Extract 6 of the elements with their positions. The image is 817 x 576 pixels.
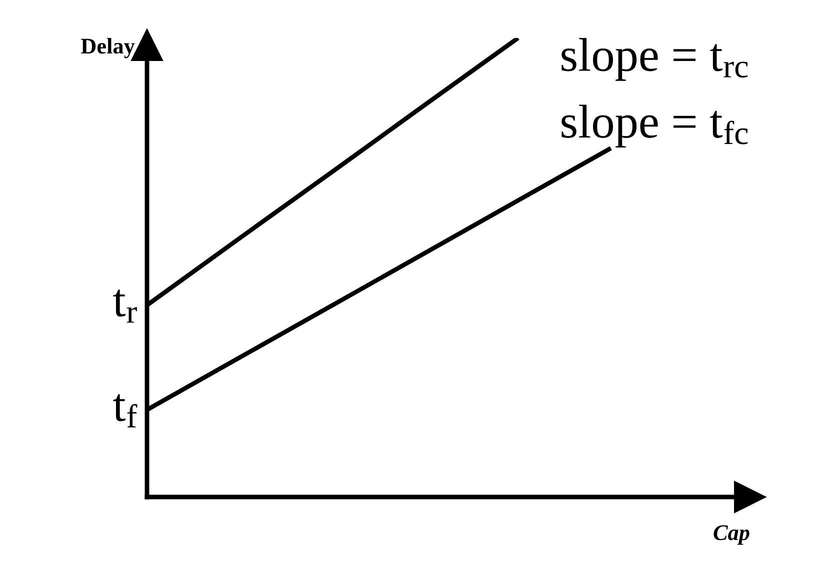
- annotation: slope = t$_{fc}$: [562, 104, 748, 148]
- y-axis-title: Delay: [81, 38, 135, 58]
- text: t$_{r}$: [113, 290, 137, 323]
- annotation: slope = t$_{rc}$: [562, 38, 748, 81]
- x-axis-title: Cap: [714, 525, 750, 545]
- text: t$_{f}$: [113, 394, 138, 428]
